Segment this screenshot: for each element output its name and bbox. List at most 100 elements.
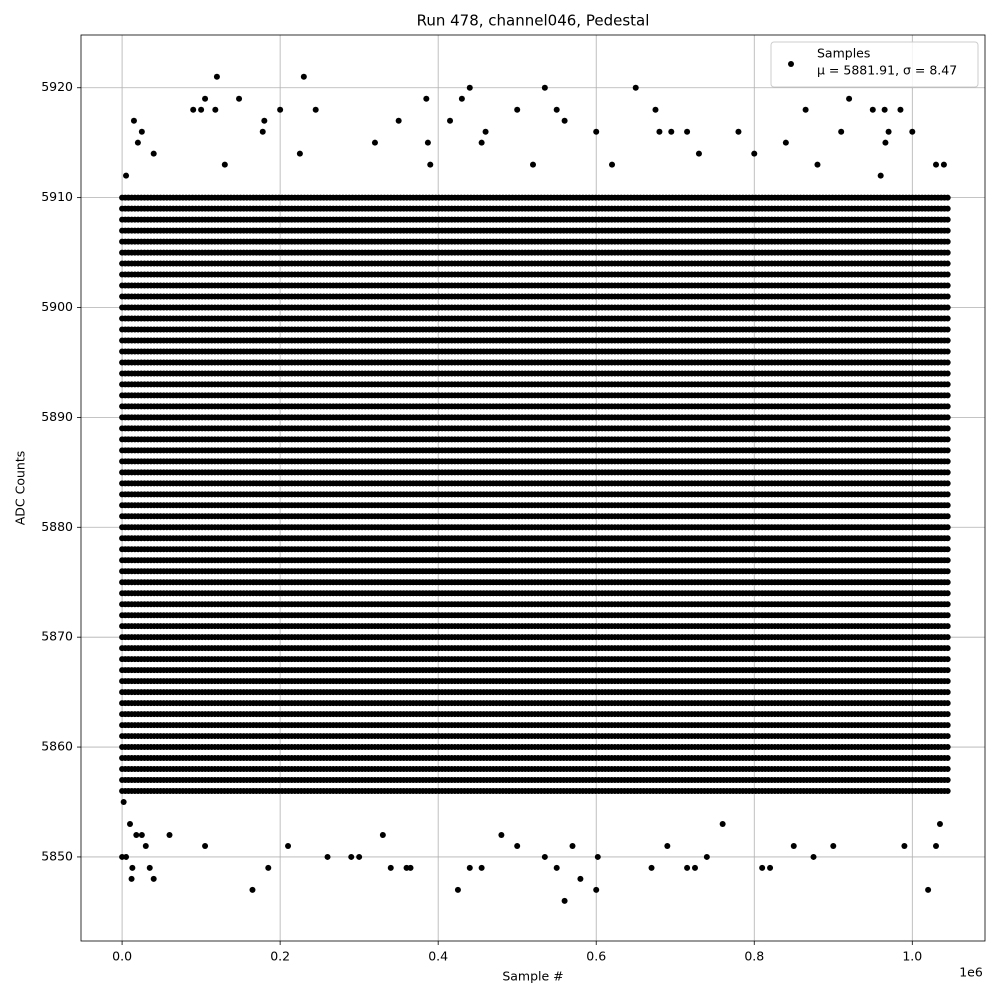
sample-point — [684, 864, 691, 871]
sample-point — [142, 842, 149, 849]
legend: Samples μ = 5881.91, σ = 8.47 — [770, 41, 979, 88]
sample-point — [940, 161, 947, 168]
sample-point — [296, 150, 303, 157]
x-tick-label: 0.0 — [112, 949, 132, 964]
sample-point — [668, 128, 675, 135]
sample-point — [133, 831, 140, 838]
legend-marker — [788, 61, 794, 67]
sample-point — [454, 886, 461, 893]
sample-point — [387, 864, 394, 871]
sample-point — [925, 886, 932, 893]
sample-point — [802, 106, 809, 113]
sample-point — [202, 842, 209, 849]
sample-point — [735, 128, 742, 135]
y-tick-label: 5870 — [41, 629, 73, 644]
sample-point — [593, 128, 600, 135]
sample-point — [138, 831, 145, 838]
sample-point — [909, 128, 916, 135]
sample-point — [656, 128, 663, 135]
x-offset-label: 1e6 — [959, 965, 983, 980]
x-tick-label: 0.8 — [744, 949, 764, 964]
chart-title: Run 478, channel046, Pedestal — [417, 12, 650, 30]
sample-point — [130, 117, 137, 124]
sample-point — [719, 820, 726, 827]
sample-point — [814, 161, 821, 168]
sample-point — [652, 106, 659, 113]
sample-point — [541, 853, 548, 860]
sample-point — [782, 139, 789, 146]
sample-point — [249, 886, 256, 893]
sample-point — [561, 117, 568, 124]
sample-point — [312, 106, 319, 113]
sample-point — [593, 886, 600, 893]
legend-box — [770, 41, 979, 88]
sample-point — [261, 117, 268, 124]
sample-point — [933, 161, 940, 168]
sample-point — [877, 172, 884, 179]
sample-point — [128, 875, 135, 882]
sample-point — [846, 95, 853, 102]
sample-point — [561, 897, 568, 904]
sample-point — [569, 842, 576, 849]
sample-point — [150, 150, 157, 157]
sample-point — [648, 864, 655, 871]
sample-point — [423, 95, 430, 102]
sample-point — [684, 128, 691, 135]
sample-point — [259, 128, 266, 135]
sample-point — [198, 106, 205, 113]
sample-point — [885, 128, 892, 135]
sample-point — [134, 139, 141, 146]
sample-point — [150, 875, 157, 882]
sample-point — [609, 161, 616, 168]
sample-point — [790, 842, 797, 849]
sample-point — [632, 84, 639, 91]
sample-point — [190, 106, 197, 113]
x-tick-label: 1.0 — [902, 949, 922, 964]
sample-point — [478, 139, 485, 146]
sample-point — [427, 161, 434, 168]
sample-point — [407, 864, 414, 871]
x-tick-label: 0.6 — [586, 949, 606, 964]
sample-point — [759, 864, 766, 871]
sample-point — [691, 864, 698, 871]
sample-point — [936, 820, 943, 827]
sample-point — [901, 842, 908, 849]
sample-point — [482, 128, 489, 135]
sample-point — [882, 139, 889, 146]
sample-point — [348, 853, 355, 860]
sample-point — [466, 84, 473, 91]
sample-point — [277, 106, 284, 113]
y-tick-label: 5920 — [41, 79, 73, 94]
sample-point — [881, 106, 888, 113]
sample-point — [577, 875, 584, 882]
sample-point — [830, 842, 837, 849]
sample-point — [129, 864, 136, 871]
sample-point — [695, 150, 702, 157]
sample-point — [541, 84, 548, 91]
y-tick-label: 5860 — [41, 739, 73, 754]
sample-point — [120, 798, 127, 805]
sample-point — [202, 95, 209, 102]
sample-point — [897, 106, 904, 113]
sample-point — [767, 864, 774, 871]
sample-point — [213, 73, 220, 80]
sample-point — [751, 150, 758, 157]
sample-point — [514, 106, 521, 113]
sample-point — [265, 864, 272, 871]
sample-point — [869, 106, 876, 113]
sample-point — [379, 831, 386, 838]
sample-point — [838, 128, 845, 135]
x-tick-label: 0.2 — [270, 949, 290, 964]
sample-point — [424, 139, 431, 146]
sample-point — [933, 842, 940, 849]
sample-point — [371, 139, 378, 146]
x-axis-label: Sample # — [502, 969, 563, 984]
legend-note: μ = 5881.91, σ = 8.47 — [817, 63, 957, 78]
plot-area — [119, 73, 951, 904]
sample-point — [466, 864, 473, 871]
axes-frame — [80, 34, 986, 942]
sample-point — [221, 161, 228, 168]
sample-point — [703, 853, 710, 860]
sample-point — [458, 95, 465, 102]
